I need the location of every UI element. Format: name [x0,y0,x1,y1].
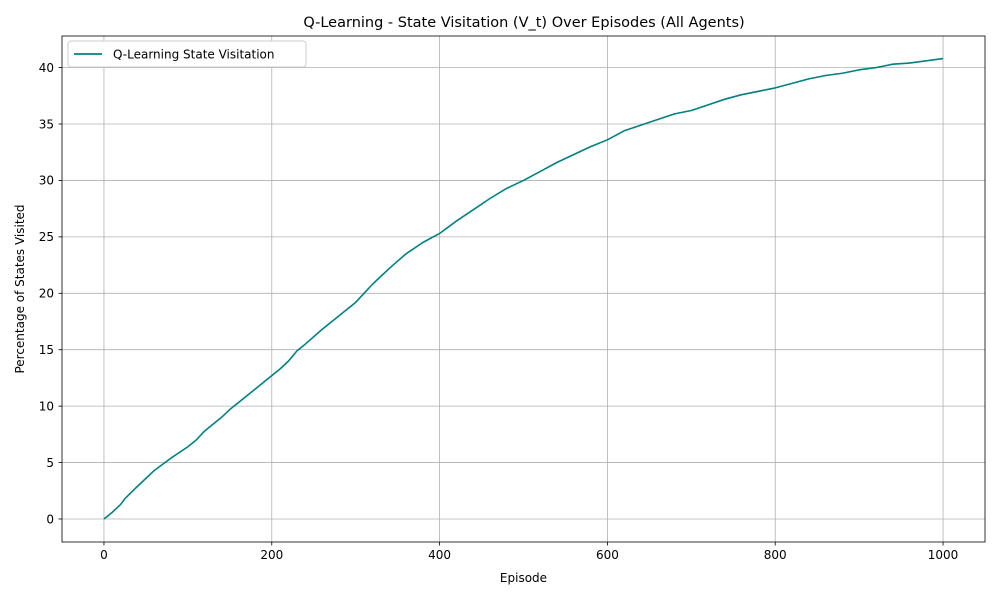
grid [62,36,985,542]
legend-label: Q-Learning State Visitation [113,48,275,62]
x-axis-label: Episode [500,571,547,585]
x-tick-label: 600 [596,548,619,562]
series-lines [103,57,944,520]
x-tick-label: 1000 [928,548,959,562]
x-tick-label: 400 [428,548,451,562]
y-tick-label: 10 [39,399,54,413]
x-tick-label: 0 [100,548,108,562]
legend: Q-Learning State Visitation [67,40,307,68]
y-axis-label: Percentage of States Visited [13,204,27,373]
y-tick-label: 5 [46,456,54,470]
legend-box [67,40,307,68]
series-line [103,57,944,520]
chart-title: Q-Learning - State Visitation (V_t) Over… [303,15,744,31]
plot-frame [61,35,986,543]
y-tick-label: 35 [39,117,54,131]
y-tick-label: 30 [39,174,54,188]
x-tick-label: 200 [260,548,283,562]
x-tick-label: 800 [764,548,787,562]
y-tick-label: 20 [39,287,54,301]
y-tick-label: 15 [39,343,54,357]
axis-ticks: 0 200 400 600 800 1000 0 5 10 15 20 25 30 35 40 [39,61,959,562]
y-tick-label: 0 [46,512,54,526]
y-tick-label: 40 [39,61,54,75]
y-tick-label: 25 [39,230,54,244]
